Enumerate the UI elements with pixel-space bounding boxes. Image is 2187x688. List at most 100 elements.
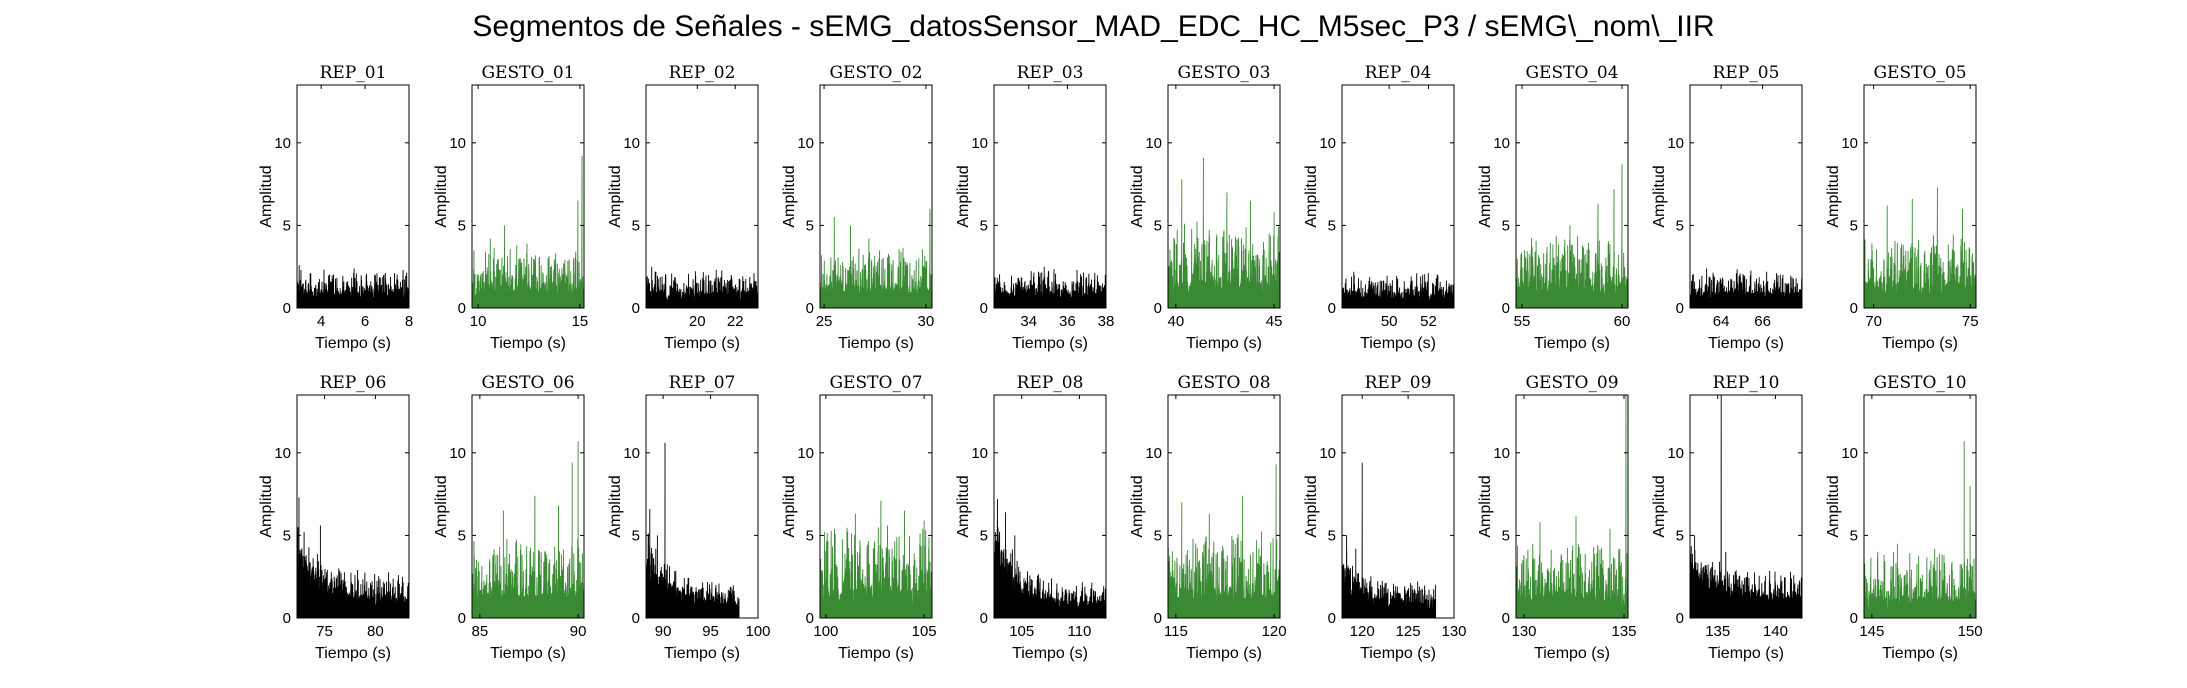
signal-series [297, 497, 409, 618]
y-axis-label: Amplitud [1129, 475, 1146, 537]
plot-rep-09: 0 5 10 120 125 130 REP_09 Tiempo (s) Amplitud [1303, 373, 1467, 662]
signal-series [1864, 441, 1976, 618]
axes-box [1863, 84, 1977, 309]
x-tick-label: 130 [1511, 623, 1536, 640]
y-tick-label: 5 [632, 217, 640, 234]
x-tick-label: 70 [1865, 313, 1882, 330]
signal-series [994, 266, 1106, 308]
y-tick-label: 0 [1850, 300, 1858, 317]
y-tick-label: 10 [274, 445, 291, 462]
y-tick-label: 10 [1667, 135, 1684, 152]
y-axis-label: Amplitud [258, 165, 275, 227]
y-tick-label: 10 [797, 135, 814, 152]
x-tick-label: 52 [1420, 313, 1437, 330]
y-tick-label: 5 [458, 527, 466, 544]
y-tick-label: 10 [1493, 445, 1510, 462]
y-axis-label: Amplitud [1303, 475, 1320, 537]
x-tick-label: 90 [655, 623, 672, 640]
x-tick-label: 55 [1514, 313, 1531, 330]
x-axis-label: Tiempo (s) [315, 335, 391, 352]
y-tick-label: 0 [1328, 610, 1336, 627]
signal-series [1864, 187, 1976, 308]
subplot-title: REP_08 [1017, 373, 1084, 393]
plot-rep-10: 0 5 10 135 140 REP_10 Tiempo (s) Amplitud [1651, 373, 1803, 662]
y-tick-label: 0 [1676, 300, 1684, 317]
axes-box [1863, 394, 1977, 619]
y-axis-label: Amplitud [781, 165, 798, 227]
y-tick-label: 5 [1502, 217, 1510, 234]
y-tick-label: 0 [806, 610, 814, 627]
x-tick-label: 150 [1958, 623, 1983, 640]
x-tick-label: 130 [1441, 623, 1466, 640]
x-axis-label: Tiempo (s) [1708, 645, 1784, 662]
axes-box [471, 394, 585, 619]
y-tick-label: 0 [283, 300, 291, 317]
plot-gesto-03: 0 5 10 40 45 GESTO_03 Tiempo (s) Amplitud [1129, 63, 1282, 352]
y-tick-label: 10 [1493, 135, 1510, 152]
x-axis-label: Tiempo (s) [1186, 335, 1262, 352]
y-tick-label: 0 [1850, 610, 1858, 627]
axes-box [819, 394, 933, 619]
y-axis-label: Amplitud [1651, 165, 1668, 227]
y-tick-label: 5 [1154, 217, 1162, 234]
x-axis-label: Tiempo (s) [315, 645, 391, 662]
x-tick-label: 135 [1705, 623, 1730, 640]
axes-box [819, 84, 933, 309]
y-tick-label: 0 [1154, 610, 1162, 627]
x-tick-label: 34 [1020, 313, 1037, 330]
axes-box [645, 394, 759, 619]
x-tick-label: 105 [912, 623, 937, 640]
x-tick-label: 60 [1614, 313, 1631, 330]
figure-title: Segmentos de Señales - sEMG_datosSensor_… [472, 10, 1715, 43]
y-axis-label: Amplitud [1825, 165, 1842, 227]
x-tick-label: 20 [689, 313, 706, 330]
x-axis-label: Tiempo (s) [1012, 335, 1088, 352]
y-axis-label: Amplitud [1825, 475, 1842, 537]
y-tick-label: 5 [283, 527, 291, 544]
y-tick-label: 0 [283, 610, 291, 627]
y-axis-label: Amplitud [1129, 165, 1146, 227]
y-tick-label: 5 [806, 217, 814, 234]
y-tick-label: 10 [274, 135, 291, 152]
x-axis-label: Tiempo (s) [1882, 335, 1958, 352]
axes-box [1689, 84, 1803, 309]
plot-gesto-08: 0 5 10 115 120 GESTO_08 Tiempo (s) Amplitud [1129, 373, 1287, 662]
x-tick-label: 30 [918, 313, 935, 330]
y-tick-label: 0 [632, 610, 640, 627]
x-tick-label: 125 [1396, 623, 1421, 640]
y-axis-label: Amplitud [955, 165, 972, 227]
x-tick-label: 75 [316, 623, 333, 640]
y-tick-label: 0 [980, 300, 988, 317]
x-axis-label: Tiempo (s) [1186, 645, 1262, 662]
x-tick-label: 85 [472, 623, 489, 640]
subplot-title: GESTO_08 [1177, 373, 1270, 393]
y-axis-label: Amplitud [1303, 165, 1320, 227]
axes-box [471, 84, 585, 309]
y-axis-label: Amplitud [955, 475, 972, 537]
y-tick-label: 10 [1145, 445, 1162, 462]
x-axis-label: Tiempo (s) [838, 645, 914, 662]
y-tick-label: 0 [806, 300, 814, 317]
subplot-title: GESTO_09 [1525, 373, 1618, 393]
y-tick-label: 10 [623, 445, 640, 462]
axes-box [645, 84, 759, 309]
y-tick-label: 5 [1328, 527, 1336, 544]
subplot-title: GESTO_02 [829, 63, 922, 83]
x-axis-label: Tiempo (s) [664, 335, 740, 352]
subplot-title: REP_03 [1017, 63, 1084, 83]
y-tick-label: 5 [1502, 527, 1510, 544]
x-tick-label: 135 [1611, 623, 1636, 640]
y-tick-label: 10 [623, 135, 640, 152]
y-tick-label: 5 [1676, 527, 1684, 544]
plot-gesto-04: 0 5 10 55 60 GESTO_04 Tiempo (s) Amplitud [1477, 63, 1630, 352]
y-tick-label: 5 [1850, 217, 1858, 234]
y-tick-label: 10 [449, 445, 466, 462]
plot-gesto-10: 0 5 10 145 150 GESTO_10 Tiempo (s) Amplitud [1825, 373, 1983, 662]
axes-box [296, 84, 410, 309]
signal-series [646, 442, 740, 618]
x-tick-label: 6 [361, 313, 369, 330]
subplot-title: GESTO_06 [481, 373, 574, 393]
y-axis-label: Amplitud [607, 165, 624, 227]
x-tick-label: 64 [1713, 313, 1730, 330]
subplot-title: REP_04 [1365, 63, 1432, 83]
